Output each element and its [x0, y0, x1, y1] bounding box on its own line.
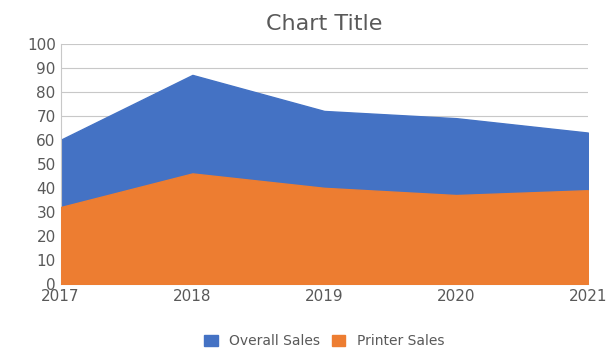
Legend: Overall Sales, Printer Sales: Overall Sales, Printer Sales: [199, 329, 450, 354]
Title: Chart Title: Chart Title: [266, 14, 382, 34]
